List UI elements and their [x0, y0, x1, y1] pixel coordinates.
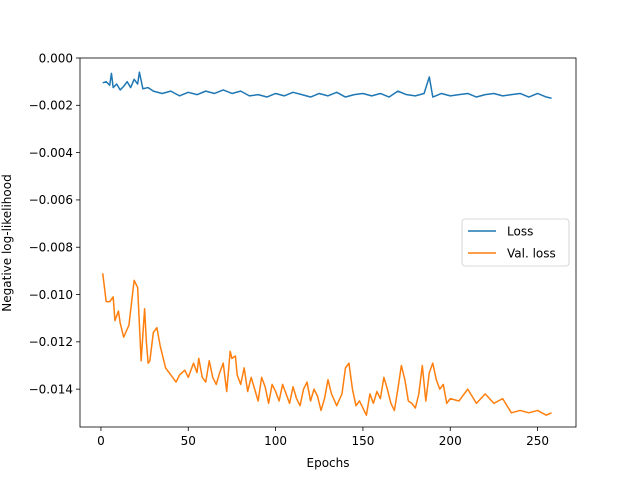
x-tick-label: 50: [181, 434, 196, 448]
y-tick-label: −0.008: [29, 241, 73, 255]
y-axis-ticks: 0.000 −0.002 −0.004 −0.006 −0.008 −0.010 −0.01…: [29, 51, 80, 396]
x-tick-label: 150: [351, 434, 374, 448]
x-tick-label: 200: [439, 434, 462, 448]
y-tick-label: −0.010: [29, 288, 73, 302]
series-line-val-loss: [101, 273, 552, 416]
x-tick-label: 0: [97, 434, 105, 448]
legend-label-loss: Loss: [507, 225, 533, 239]
x-tick-label: 250: [526, 434, 549, 448]
y-tick-label: −0.004: [29, 146, 73, 160]
y-tick-label: −0.002: [29, 99, 73, 113]
y-tick-label: −0.006: [29, 193, 73, 207]
x-axis-label: Epochs: [307, 456, 350, 470]
series-line-loss: [102, 71, 552, 99]
legend: Loss Val. loss: [461, 218, 570, 267]
y-tick-label: −0.012: [29, 335, 73, 349]
y-tick-label: −0.014: [29, 382, 73, 396]
plot-frame: [79, 57, 577, 428]
series-layer: [101, 71, 552, 416]
x-axis-ticks: 0 50 100 150 200 250: [97, 427, 549, 448]
x-tick-label: 100: [264, 434, 287, 448]
y-tick-label: 0.000: [39, 51, 73, 65]
y-axis-label: Negative log-likelihood: [0, 174, 14, 311]
legend-label-val-loss: Val. loss: [507, 247, 556, 261]
